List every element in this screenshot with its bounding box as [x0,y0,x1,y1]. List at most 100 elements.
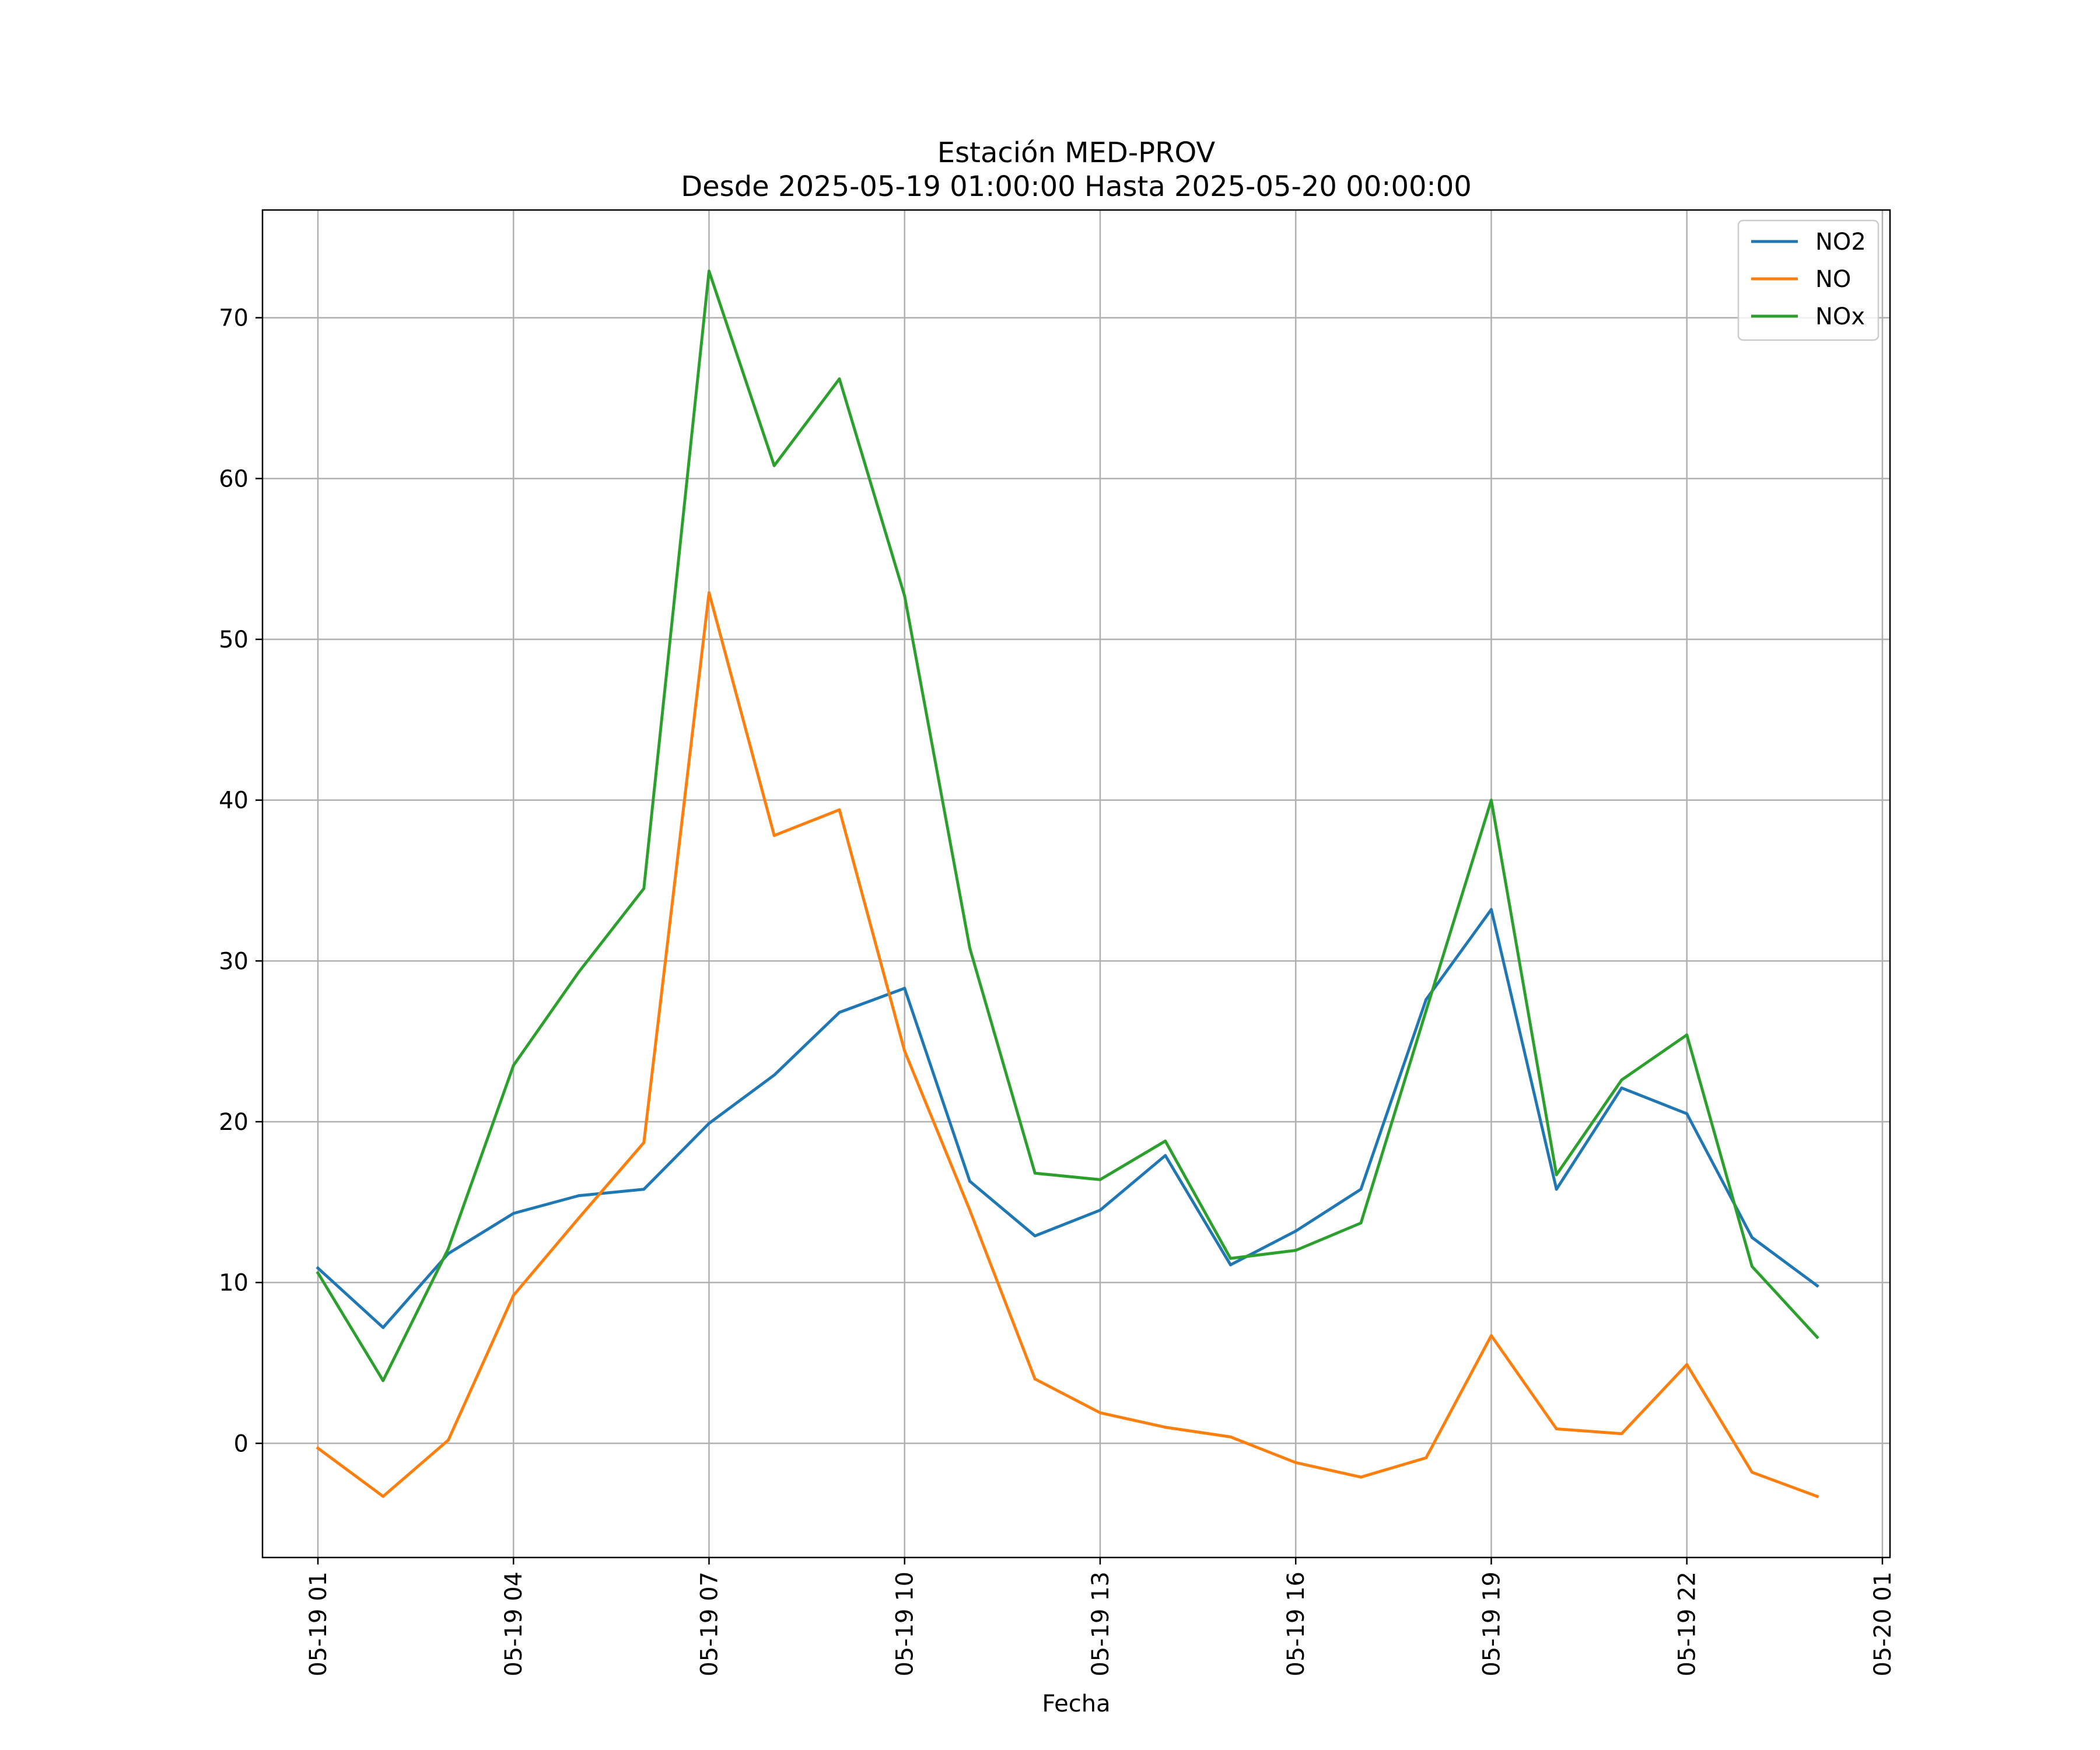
data-point-nox [1424,1009,1428,1013]
data-point-nox [838,377,841,380]
axis-ticks: 0 10 20 30 40 50 60 70 05-19 01 05-19 04 05-19 07 0… [219,305,1896,1676]
data-point-no [1033,1377,1037,1381]
data-point-nox [1098,1178,1102,1181]
series-lines [316,270,1819,1499]
data-point-no2 [642,1188,646,1191]
y-tick-label: 0 [234,1430,249,1457]
legend-label-no: NO [1815,266,1851,293]
data-point-nox [903,594,907,598]
plot-frame [261,209,1891,1559]
data-point-no2 [1033,1234,1037,1238]
data-point-no2 [707,1122,710,1125]
series-line-nox [316,270,1819,1382]
data-point-no2 [1750,1236,1754,1239]
data-point-nox [382,1379,385,1382]
data-point-no [316,1447,320,1450]
data-point-no [1555,1427,1558,1430]
data-point-nox [1620,1078,1623,1082]
y-tick-label: 20 [219,1109,249,1136]
data-point-no2 [903,986,907,990]
x-tick-label: 05-19 07 [696,1572,723,1676]
y-tick-label: 30 [219,948,249,975]
data-point-no [903,1049,907,1053]
x-tick-label: 05-19 10 [892,1572,919,1676]
legend: NO2 NO NOx [1737,219,1880,341]
data-point-nox [1164,1139,1167,1143]
data-point-no [512,1294,515,1297]
series-line-no2 [316,908,1819,1329]
data-point-nox [1033,1171,1037,1175]
data-point-no [1424,1456,1428,1460]
data-point-no2 [772,1073,776,1077]
data-point-no2 [512,1212,515,1215]
data-point-no2 [1164,1154,1167,1157]
plot-area [262,210,1890,1558]
legend-label-nox: NOx [1815,303,1865,330]
x-tick-label: 05-19 19 [1478,1572,1505,1676]
data-point-no2 [1359,1188,1363,1191]
data-point-no2 [838,1011,841,1014]
data-point-no [1098,1411,1102,1415]
y-tick-label: 60 [219,466,249,492]
data-point-no2 [1620,1086,1623,1090]
series-line-no [316,591,1819,1499]
data-point-no2 [968,1180,971,1183]
data-point-no2 [1815,1284,1819,1287]
legend-label-no2: NO2 [1815,229,1866,256]
y-tick-label: 10 [219,1270,249,1297]
data-point-nox [1228,1256,1232,1260]
data-point-no [577,1216,580,1220]
data-point-nox [316,1271,320,1275]
data-point-no [1489,1334,1493,1338]
data-point-no [707,591,710,594]
chart-subtitle: Desde 2025-05-19 01:00:00 Hasta 2025-05-… [681,170,1472,203]
legend-box [1737,219,1880,341]
data-point-no [1359,1475,1363,1479]
data-point-nox [1815,1335,1819,1339]
y-tick-label: 70 [219,305,249,332]
data-point-no2 [1489,908,1493,911]
data-point-no [1164,1426,1167,1429]
data-point-no2 [1685,1112,1689,1115]
x-tick-label: 05-19 04 [501,1572,527,1676]
data-point-no [1815,1494,1819,1498]
data-point-nox [512,1063,515,1067]
data-point-no2 [577,1194,580,1198]
data-point-nox [577,971,580,974]
data-point-no [1685,1363,1689,1366]
data-point-no [382,1494,385,1498]
data-point-no [838,808,841,811]
x-tick-label: 05-19 16 [1283,1572,1310,1676]
data-point-nox [772,464,776,467]
data-point-nox [968,946,971,950]
data-point-no [968,1209,971,1212]
data-point-no [772,834,776,837]
data-point-no [1294,1461,1297,1464]
data-point-nox [1685,1033,1689,1037]
data-point-no [1750,1471,1754,1474]
data-point-nox [642,887,646,890]
data-point-no [446,1438,450,1442]
data-point-nox [1294,1248,1297,1252]
x-axis-label: Fecha [1042,1690,1110,1717]
data-point-nox [1489,799,1493,802]
data-point-no [1620,1432,1623,1436]
y-tick-label: 50 [219,626,249,653]
x-tick-label: 05-20 01 [1870,1572,1896,1676]
data-point-nox [1750,1265,1754,1268]
data-point-no2 [1424,998,1428,1001]
grid [262,210,1890,1558]
data-point-nox [1359,1222,1363,1225]
x-tick-label: 05-19 22 [1674,1572,1701,1676]
data-point-no2 [382,1326,385,1329]
data-point-no2 [1228,1263,1232,1266]
data-point-no [642,1141,646,1144]
x-tick-label: 05-19 01 [305,1572,332,1676]
data-point-nox [1555,1173,1558,1177]
chart-title: Estación MED-PROV [937,136,1216,169]
data-point-no2 [1294,1229,1297,1233]
x-tick-label: 05-19 13 [1087,1572,1114,1676]
data-point-no [1228,1435,1232,1438]
data-point-no2 [1555,1188,1558,1191]
